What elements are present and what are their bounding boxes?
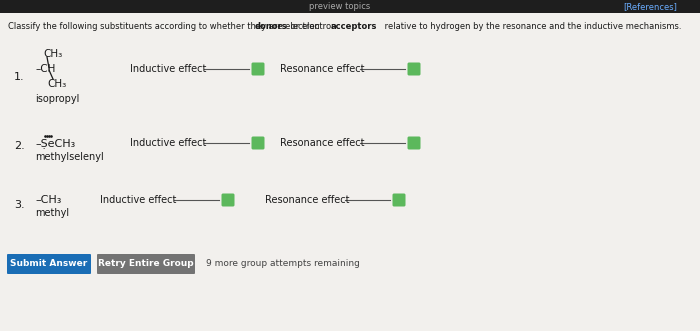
- Text: Retry Entire Group: Retry Entire Group: [98, 260, 194, 268]
- FancyBboxPatch shape: [251, 136, 265, 150]
- Text: Resonance effect: Resonance effect: [280, 138, 365, 148]
- FancyBboxPatch shape: [407, 136, 421, 150]
- Text: –CH: –CH: [35, 64, 55, 74]
- Text: preview topics: preview topics: [309, 2, 370, 11]
- Text: CH₃: CH₃: [43, 49, 62, 59]
- Text: –CH₃: –CH₃: [35, 195, 62, 205]
- Text: or electron: or electron: [288, 22, 339, 31]
- Text: Inductive effect: Inductive effect: [100, 195, 176, 205]
- Text: Inductive effect: Inductive effect: [130, 138, 206, 148]
- Text: 9 more group attempts remaining: 9 more group attempts remaining: [206, 260, 360, 268]
- Text: Submit Answer: Submit Answer: [10, 260, 88, 268]
- Text: methyl: methyl: [35, 208, 69, 218]
- FancyBboxPatch shape: [407, 63, 421, 75]
- Text: methylselenyl: methylselenyl: [35, 152, 104, 162]
- Text: 3.: 3.: [14, 200, 24, 210]
- Text: isopropyl: isopropyl: [35, 94, 79, 104]
- Text: CH₃: CH₃: [47, 79, 66, 89]
- Bar: [0, 0, 700, 13]
- Text: 2.: 2.: [14, 141, 24, 151]
- FancyBboxPatch shape: [7, 254, 91, 274]
- FancyBboxPatch shape: [251, 63, 265, 75]
- Text: Inductive effect: Inductive effect: [130, 64, 206, 74]
- Text: donors: donors: [255, 22, 288, 31]
- FancyBboxPatch shape: [393, 194, 405, 207]
- Text: [References]: [References]: [623, 2, 677, 11]
- Text: Resonance effect: Resonance effect: [280, 64, 365, 74]
- Text: Classify the following substituents according to whether they are electron: Classify the following substituents acco…: [8, 22, 323, 31]
- Text: acceptors: acceptors: [331, 22, 377, 31]
- FancyBboxPatch shape: [97, 254, 195, 274]
- Text: relative to hydrogen by the resonance and the inductive mechanisms.: relative to hydrogen by the resonance an…: [382, 22, 682, 31]
- Text: –ṢeCH₃: –ṢeCH₃: [35, 138, 76, 148]
- Text: 1.: 1.: [14, 72, 24, 82]
- FancyBboxPatch shape: [221, 194, 234, 207]
- Text: Resonance effect: Resonance effect: [265, 195, 349, 205]
